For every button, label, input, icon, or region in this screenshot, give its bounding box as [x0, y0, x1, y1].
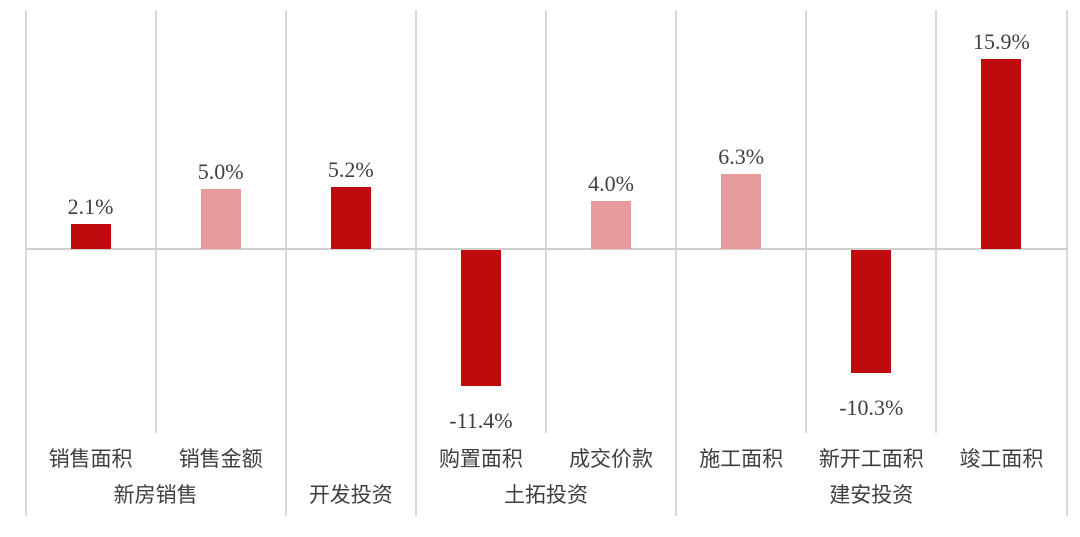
bar-value-label: -11.4%: [449, 408, 513, 434]
bar: [851, 250, 892, 374]
bar-value-label: 5.2%: [327, 156, 374, 182]
bar-value-label: 5.0%: [197, 159, 244, 185]
bar-value-label: 6.3%: [718, 143, 765, 169]
bar-category-label: 新开工面积: [818, 447, 924, 471]
bar-category-label: 销售面积: [48, 447, 133, 471]
group-label: 新房销售: [113, 483, 198, 507]
bar: [460, 250, 501, 387]
axis-baseline: [25, 248, 1067, 250]
grid-line-group-separator: [1065, 10, 1068, 516]
bar-value-label: 15.9%: [973, 28, 1030, 54]
grid-line-group-separator: [24, 10, 27, 516]
grid-line-vertical: [154, 10, 157, 433]
group-label: 开发投资: [308, 483, 393, 507]
grid-line-group-separator: [284, 10, 287, 516]
grid-line-group-separator: [675, 10, 678, 516]
bar-category-label: 施工面积: [699, 447, 784, 471]
bar-value-label: -10.3%: [839, 395, 904, 421]
bar-category-label: 成交价款: [569, 447, 654, 471]
bar: [330, 186, 371, 249]
bar-value-label: 2.1%: [67, 193, 114, 219]
bar-value-label: 4.0%: [588, 171, 634, 197]
grid-line-vertical: [545, 10, 547, 433]
bar: [721, 173, 762, 249]
bar-category-label: 竣工面积: [959, 447, 1044, 471]
bar: [591, 201, 632, 249]
bar: [200, 189, 241, 249]
group-label: 建安投资: [829, 483, 914, 507]
group-label: 土拓投资: [504, 483, 588, 507]
bar-category-label: 购置面积: [438, 447, 523, 471]
bar-category-label: 销售金额: [178, 447, 263, 471]
grid-line-vertical: [805, 10, 808, 433]
grid-line-group-separator: [414, 10, 417, 516]
grid-line-vertical: [935, 10, 938, 433]
bar: [981, 58, 1022, 249]
bar: [70, 223, 111, 249]
